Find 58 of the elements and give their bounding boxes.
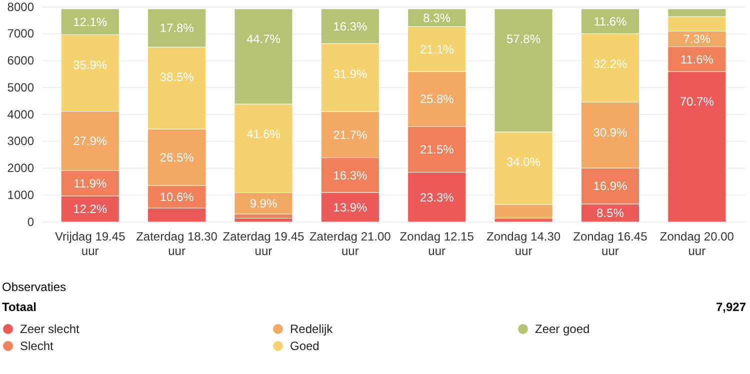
annotation: 16.9% (593, 179, 628, 194)
y-tick-label: 1000 (7, 188, 34, 202)
annotation: 12.2% (73, 202, 108, 216)
text: Observaties (2, 280, 66, 294)
y-tick-label: 8000 (7, 0, 34, 14)
x-tick-label: Zondag 12.15 uur (400, 230, 474, 258)
annotation: 13.9% (333, 200, 368, 214)
x-tick-label: Zondag 20.00 uur (660, 230, 734, 258)
legend-label: Goed (290, 339, 320, 354)
text: 7,927 (716, 300, 746, 314)
annotation: 32.2% (593, 56, 628, 71)
x-tick-label: Zondag 16.45 uur (573, 230, 648, 258)
annotation: 16.3% (333, 19, 368, 34)
annotation: 34.0% (506, 155, 541, 170)
annotation: 9.9% (250, 196, 278, 211)
annotation: 38.5% (160, 70, 194, 84)
annotation: 44.7% (246, 32, 281, 46)
text: Totaal (2, 300, 36, 314)
x-tick-label: Zaterdag 18.30 uur (136, 230, 218, 258)
annotation: 25.8% (420, 92, 454, 106)
bar (234, 218, 293, 222)
annotation: 21.7% (333, 128, 368, 142)
annotation: 57.8% (506, 32, 541, 46)
annotation: 11.6% (594, 14, 628, 28)
annotation: 11.6% (680, 52, 714, 66)
y-tick-label: 0 (27, 214, 34, 229)
annotation: 17.8% (160, 21, 194, 36)
annotation: 8.5% (596, 206, 624, 220)
legend-label: Zeer goed (535, 322, 590, 336)
annotation: 31.9% (333, 66, 368, 81)
annotation: 26.5% (160, 150, 194, 164)
annotation: 30.9% (593, 125, 628, 140)
annotation: 7.3% (683, 32, 711, 46)
y-tick-label: 2000 (7, 161, 34, 176)
annotation: 12.1% (73, 14, 108, 29)
legend-label: Zeer slecht (20, 322, 80, 336)
y-tick-label: 5000 (7, 80, 34, 94)
annotation: 23.3% (420, 190, 454, 204)
legend-label: Slecht (20, 339, 54, 354)
annotation: 10.6% (160, 190, 194, 204)
y-tick-label: 7000 (7, 26, 34, 41)
annotation: 70.7% (680, 94, 714, 109)
annotation: 16.3% (333, 168, 368, 182)
annotation: 27.9% (73, 134, 108, 148)
y-tick-label: 4000 (7, 107, 34, 122)
y-tick-label: 6000 (7, 54, 34, 68)
y-tick-label: 3000 (7, 134, 34, 148)
annotation: 35.9% (73, 58, 108, 72)
x-tick-label: Zaterdag 21.00 uur (309, 230, 392, 258)
x-tick-label: Zondag 14.30 uur (486, 230, 561, 258)
annotation: 11.9% (74, 176, 108, 190)
x-tick-label: Vrijdag 19.45 uur (54, 230, 126, 258)
annotation: 21.5% (420, 142, 454, 157)
x-tick-label: Zaterdag 19.45 uur (222, 230, 304, 258)
annotation: 21.1% (420, 42, 454, 56)
legend-label: Redelijk (290, 322, 334, 336)
annotation: 8.3% (423, 10, 451, 25)
annotation: 41.6% (246, 127, 281, 142)
